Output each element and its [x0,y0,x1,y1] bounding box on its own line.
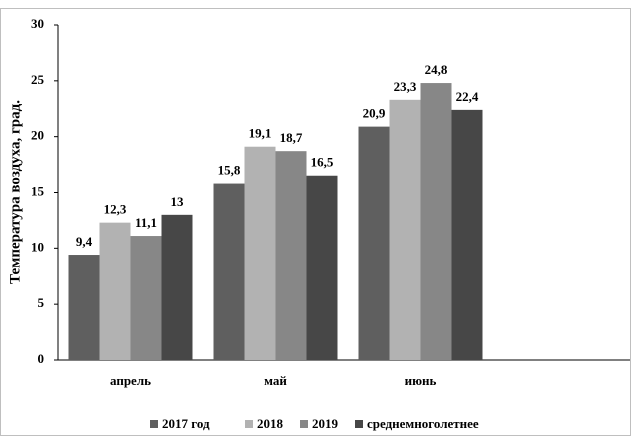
y-tick-label: 0 [38,351,45,366]
bar [161,214,193,360]
x-tick-label: июнь [405,373,437,388]
x-tick-label: май [264,373,287,388]
data-label: 13 [171,194,185,209]
y-tick-label: 20 [31,128,44,143]
data-label: 11,1 [135,215,157,230]
y-tick-label: 10 [31,239,44,254]
data-label: 16,5 [311,155,334,170]
bar [130,236,162,360]
bar [358,126,390,360]
legend-label: среднемноголетнее [367,416,479,431]
y-tick-label: 30 [31,16,44,31]
bar [244,146,276,360]
bar [306,175,338,360]
data-label: 22,4 [456,89,479,104]
bar [99,222,131,360]
x-tick-label: апрель [110,373,151,388]
y-tick-label: 25 [31,72,45,87]
legend-label: 2019 [312,416,339,431]
bar [275,151,307,360]
legend-swatch [355,420,363,428]
data-label: 23,3 [394,79,417,94]
bar [213,183,245,360]
y-tick-label: 5 [38,295,45,310]
data-label: 12,3 [104,202,127,217]
legend-label: 2017 год [162,416,210,431]
bar [420,83,452,361]
legend-swatch [150,420,158,428]
legend-label: 2018 [257,416,284,431]
data-label: 24,8 [425,62,448,77]
data-label: 18,7 [280,130,303,145]
data-label: 15,8 [218,163,241,178]
y-tick-label: 15 [31,183,45,198]
bar [68,255,100,360]
data-label: 19,1 [249,126,272,141]
data-label: 9,4 [76,234,93,249]
bar [389,99,421,361]
bar [451,109,483,360]
legend-swatch [245,420,253,428]
data-label: 20,9 [363,106,386,121]
y-axis-title: Температура воздуха, град. [7,100,23,284]
legend-swatch [300,420,308,428]
